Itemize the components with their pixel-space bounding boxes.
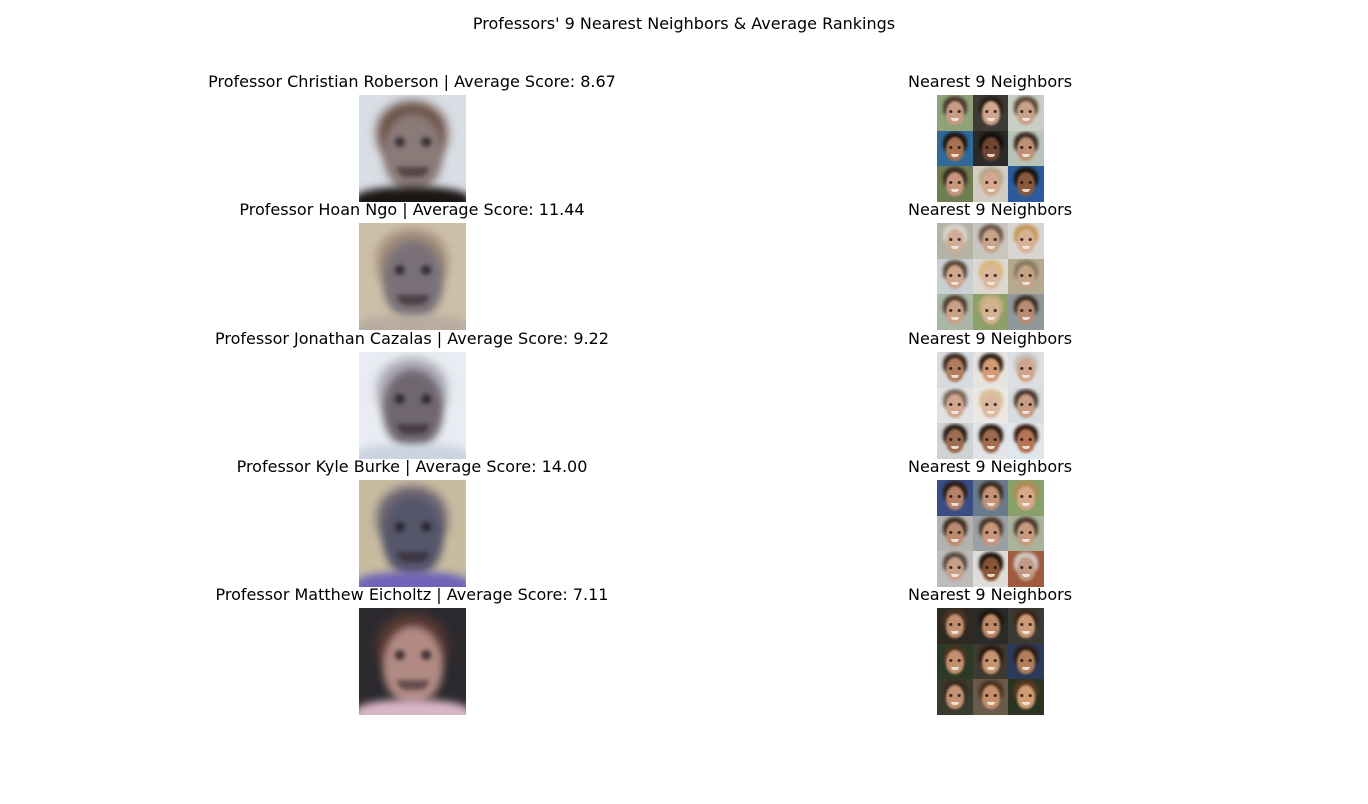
professor-row: Professor Matthew Eicholtz | Average Sco… <box>0 585 1368 715</box>
neighbors-title: Nearest 9 Neighbors <box>907 200 1073 219</box>
neighbor-face-image <box>937 679 973 715</box>
neighbor-face-image <box>1008 130 1044 167</box>
neighbor-face-image <box>1008 679 1044 715</box>
neighbor-face-image <box>972 223 1009 259</box>
neighbor-face-image <box>937 352 973 388</box>
neighbor-face-image <box>937 608 973 644</box>
neighbor-face-image <box>972 387 1009 424</box>
neighbor-face-image <box>937 643 973 680</box>
neighbor-face-image <box>937 258 973 295</box>
neighbor-face-image <box>937 551 973 587</box>
neighbor-face-image <box>1008 95 1044 131</box>
neighbor-face-image <box>937 95 973 131</box>
neighbor-face-image <box>1008 608 1044 644</box>
neighbor-face-image <box>1008 387 1044 424</box>
neighbor-face-image <box>972 515 1009 552</box>
neighbor-face-image <box>937 423 973 459</box>
neighbors-grid <box>937 95 1044 202</box>
neighbor-face-image <box>1008 423 1044 459</box>
neighbor-face-image <box>1008 515 1044 552</box>
average-face-image <box>359 480 466 587</box>
neighbor-face-image <box>972 352 1009 388</box>
neighbor-face-image <box>1008 166 1044 202</box>
neighbor-face-image <box>972 95 1009 131</box>
neighbor-face-image <box>937 223 973 259</box>
neighbor-face-image <box>972 423 1009 459</box>
average-face-image <box>359 608 466 715</box>
neighbor-face-image <box>1008 643 1044 680</box>
neighbor-face-image <box>937 515 973 552</box>
neighbor-face-image <box>1008 551 1044 587</box>
professor-row: Professor Kyle Burke | Average Score: 14… <box>0 457 1368 587</box>
neighbor-face-image <box>937 480 973 516</box>
neighbor-face-image <box>972 551 1009 587</box>
professor-row: Professor Hoan Ngo | Average Score: 11.4… <box>0 200 1368 330</box>
neighbor-face-image <box>972 608 1009 644</box>
professor-title: Professor Jonathan Cazalas | Average Sco… <box>215 329 609 348</box>
professor-title: Professor Matthew Eicholtz | Average Sco… <box>215 585 609 604</box>
neighbor-face-image <box>937 130 973 167</box>
neighbors-grid <box>937 608 1044 715</box>
average-face-image <box>359 223 466 330</box>
neighbor-face-image <box>937 387 973 424</box>
professor-title: Professor Hoan Ngo | Average Score: 11.4… <box>239 200 585 219</box>
neighbor-face-image <box>972 130 1009 167</box>
neighbor-face-image <box>1008 352 1044 388</box>
neighbor-face-image <box>1008 480 1044 516</box>
neighbor-face-image <box>937 294 973 330</box>
neighbor-face-image <box>1008 258 1044 295</box>
average-face-image <box>359 95 466 202</box>
neighbors-title: Nearest 9 Neighbors <box>907 329 1073 348</box>
figure-title: Professors' 9 Nearest Neighbors & Averag… <box>472 14 896 33</box>
professor-title: Professor Kyle Burke | Average Score: 14… <box>236 457 588 476</box>
neighbors-grid <box>937 223 1044 330</box>
neighbor-face-image <box>972 166 1009 202</box>
neighbor-face-image <box>972 643 1009 680</box>
neighbors-title: Nearest 9 Neighbors <box>907 457 1073 476</box>
neighbor-face-image <box>972 258 1009 295</box>
professor-row: Professor Jonathan Cazalas | Average Sco… <box>0 329 1368 459</box>
neighbor-face-image <box>972 294 1009 330</box>
professor-row: Professor Christian Roberson | Average S… <box>0 72 1368 202</box>
neighbor-face-image <box>972 679 1009 715</box>
neighbor-face-image <box>1008 223 1044 259</box>
neighbors-title: Nearest 9 Neighbors <box>907 72 1073 91</box>
neighbor-face-image <box>972 480 1009 516</box>
neighbors-grid <box>937 480 1044 587</box>
neighbor-face-image <box>1008 294 1044 330</box>
average-face-image <box>359 352 466 459</box>
professor-title: Professor Christian Roberson | Average S… <box>208 72 616 91</box>
neighbor-face-image <box>937 166 973 202</box>
neighbors-grid <box>937 352 1044 459</box>
neighbors-title: Nearest 9 Neighbors <box>907 585 1073 604</box>
